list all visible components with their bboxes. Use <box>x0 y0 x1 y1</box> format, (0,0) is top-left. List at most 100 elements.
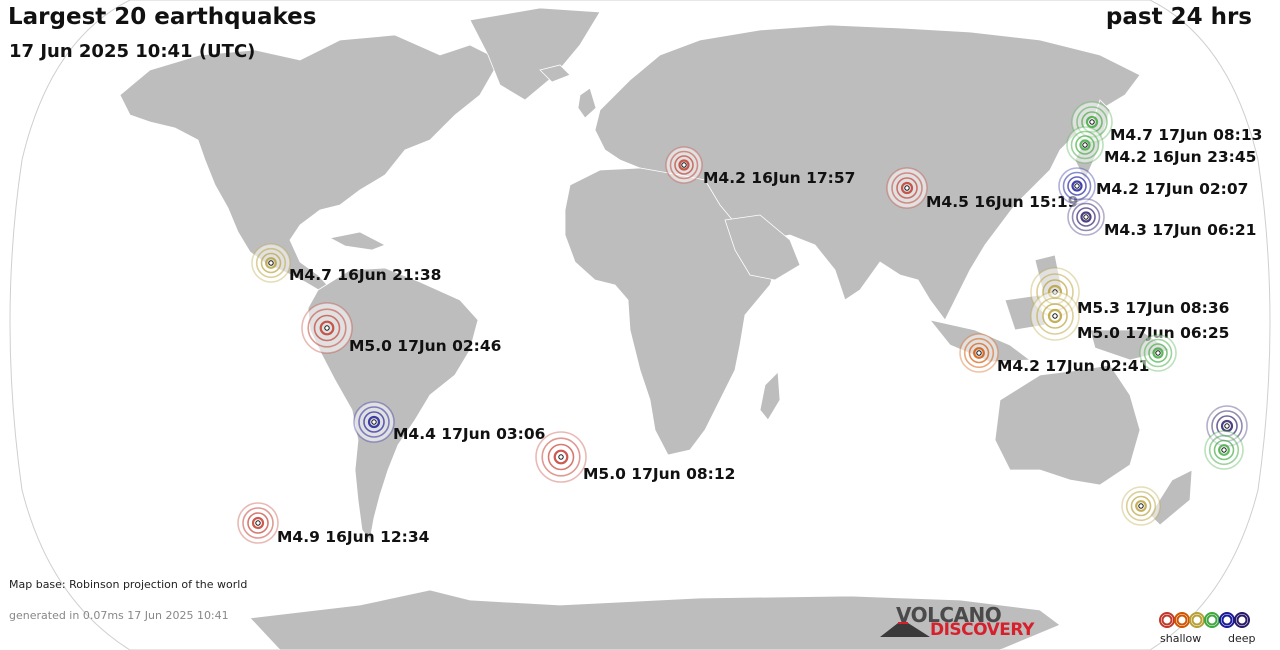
land-masses <box>119 7 1193 650</box>
marker-ring <box>674 155 694 175</box>
earthquake-marker[interactable] <box>665 146 703 184</box>
earthquake-marker[interactable] <box>1067 198 1105 236</box>
epicenter-dot <box>324 325 330 331</box>
marker-ring <box>1130 495 1152 517</box>
marker-ring <box>251 516 265 530</box>
marker-ring <box>1143 338 1173 368</box>
depth-legend-swatches <box>1159 612 1250 628</box>
epicenter-dot <box>268 260 274 266</box>
marker-ring <box>367 415 381 429</box>
earthquake-label: M4.7 16Jun 21:38 <box>289 266 441 284</box>
earthquake-marker[interactable] <box>251 243 291 283</box>
legend-depth-swatch <box>1206 614 1218 626</box>
epicenter-dot <box>1083 214 1089 220</box>
earthquake-marker[interactable] <box>237 502 279 544</box>
marker-ring <box>963 337 995 369</box>
marker-ring <box>900 181 914 195</box>
antarctica <box>249 589 1061 650</box>
earthquake-marker[interactable] <box>1066 126 1104 164</box>
earthquake-marker[interactable] <box>353 401 395 443</box>
north-america <box>119 34 501 293</box>
epicenter-dot <box>255 520 261 526</box>
earthquake-marker[interactable] <box>959 333 999 373</box>
earthquake-marker[interactable] <box>1030 291 1080 341</box>
earthquake-marker[interactable] <box>1139 334 1177 372</box>
africa <box>564 167 781 456</box>
marker-ring <box>1135 500 1147 512</box>
earthquake-label: M4.2 17Jun 02:41 <box>997 357 1149 375</box>
marker-ring <box>973 347 985 359</box>
generated-note: generated in 0.07ms 17 Jun 2025 10:41 <box>9 609 229 622</box>
marker-ring <box>1152 347 1164 359</box>
marker-ring <box>1080 211 1092 223</box>
marker-ring <box>1067 176 1087 196</box>
marker-ring <box>307 308 347 348</box>
epicenter-dot <box>1155 350 1161 356</box>
legend-depth-swatch <box>1221 614 1233 626</box>
marker-ring <box>1036 297 1074 335</box>
marker-ring <box>363 411 385 433</box>
earthquake-marker[interactable] <box>1121 486 1161 526</box>
marker-ring <box>1071 180 1083 192</box>
legend-shallow-label: shallow <box>1160 632 1202 645</box>
earthquake-label: M4.9 16Jun 12:34 <box>277 528 430 546</box>
marker-ring <box>678 159 690 171</box>
arabia <box>724 214 801 281</box>
marker-ring <box>553 449 569 465</box>
earthquake-marker[interactable] <box>886 167 928 209</box>
depth-legend: shallow deep <box>1158 608 1268 648</box>
marker-ring <box>1148 343 1168 363</box>
epicenter-dot <box>558 454 564 460</box>
earthquake-label: M5.0 17Jun 06:25 <box>1077 324 1229 342</box>
marker-ring <box>896 177 918 199</box>
epicenter-dot <box>1082 142 1088 148</box>
legend-depth-swatch <box>1161 614 1173 626</box>
volcano-discovery-logo[interactable]: VOLCANO DISCOVERY <box>880 603 1040 643</box>
volcano-icon <box>880 622 930 637</box>
marker-ring <box>1047 308 1063 324</box>
marker-ring <box>541 437 581 477</box>
earthquake-label: M5.0 17Jun 08:12 <box>583 465 735 483</box>
legend-depth-swatch <box>1191 614 1203 626</box>
time-period: past 24 hrs <box>1105 4 1252 30</box>
earthquake-label: M4.4 17Jun 03:06 <box>393 425 545 443</box>
marker-ring <box>1213 439 1235 461</box>
earthquake-marker[interactable] <box>301 302 353 354</box>
earthquake-marker[interactable] <box>535 431 587 483</box>
earthquake-label: M4.5 16Jun 15:19 <box>926 193 1078 211</box>
madagascar <box>759 371 781 421</box>
earthquake-label: M4.3 17Jun 06:21 <box>1104 221 1256 239</box>
marker-ring <box>255 247 287 279</box>
caribbean-islands <box>328 231 386 251</box>
marker-ring <box>1075 135 1095 155</box>
epicenter-dot <box>1052 313 1058 319</box>
epicenter-dot <box>1089 119 1095 125</box>
marker-ring <box>1085 115 1099 129</box>
marker-ring <box>547 443 575 471</box>
marker-ring <box>1079 139 1091 151</box>
earthquake-label: M5.0 17Jun 02:46 <box>349 337 501 355</box>
epicenter-dot <box>904 185 910 191</box>
earthquake-label: M4.7 17Jun 08:13 <box>1110 126 1262 144</box>
legend-depth-swatch <box>1176 614 1188 626</box>
marker-ring <box>1071 202 1101 232</box>
australia <box>994 364 1141 486</box>
marker-ring <box>247 512 269 534</box>
earthquake-label: M5.3 17Jun 08:36 <box>1077 299 1229 317</box>
legend-depth-swatch <box>1236 614 1248 626</box>
marker-ring <box>1220 419 1234 433</box>
map-base-note: Map base: Robinson projection of the wor… <box>9 578 248 591</box>
marker-ring <box>265 257 277 269</box>
logo-text-discovery: DISCOVERY <box>930 620 1034 640</box>
earthquake-marker[interactable] <box>1058 167 1096 205</box>
earthquake-label: M4.2 16Jun 17:57 <box>703 169 855 187</box>
epicenter-dot <box>1221 447 1227 453</box>
marker-ring <box>319 320 335 336</box>
earthquake-marker[interactable] <box>1204 430 1244 470</box>
marker-ring <box>1076 207 1096 227</box>
marker-ring <box>1070 130 1100 160</box>
epicenter-dot <box>976 350 982 356</box>
marker-ring <box>1042 303 1068 329</box>
marker-ring <box>669 150 699 180</box>
